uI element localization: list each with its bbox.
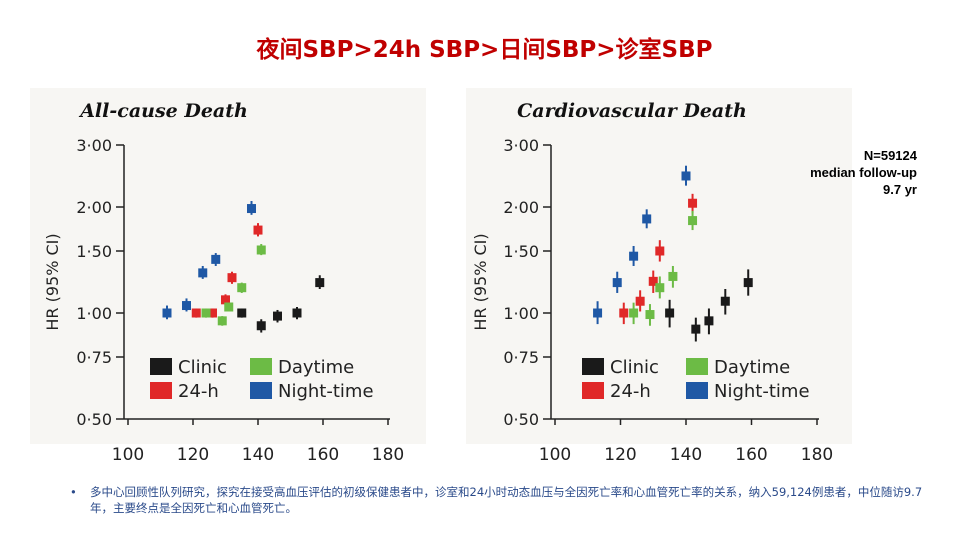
note-line-followup: median follow-up [810,165,917,180]
chart2-y-tick-label: 0·50 [503,410,539,429]
chart2-point-daytime [668,271,678,281]
chart1-point-h24 [227,273,237,283]
chart1-y-tick-label: 2·00 [76,198,112,217]
chart2-legend-label-h24: 24-h [610,381,651,402]
chart2-y-tick-label: 1·50 [503,242,539,261]
chart2-legend-label-night: Night-time [714,381,810,402]
chart2-x-tick-label: 160 [735,445,767,465]
chart2-y-tick-label: 2·00 [503,198,539,217]
chart1-legend-swatch-h24 [150,382,172,399]
chart2-point-daytime [629,308,639,318]
left-panel-background [30,88,426,444]
chart1-point-h24 [253,225,263,235]
chart2-legend-swatch-clinic [582,358,604,375]
chart2-legend-swatch-daytime [686,358,708,375]
chart2-point-h24 [635,296,645,306]
chart2-point-daytime [645,310,655,320]
chart2-point-night [681,171,691,181]
chart2-x-tick-label: 180 [801,445,833,465]
chart1-y-tick-label: 1·00 [76,304,112,323]
chart1-x-tick-label: 180 [372,445,404,465]
chart1-legend-swatch-clinic [150,358,172,375]
chart1-point-clinic [315,278,325,288]
chart1-point-daytime [224,302,234,312]
chart2-point-clinic [743,278,753,288]
chart1-point-night [211,254,221,264]
chart2-x-tick-label: 100 [539,445,571,465]
chart2-point-clinic [720,296,730,306]
chart2-point-night [642,214,652,224]
chart1-y-tick-label: 0·75 [76,348,112,367]
chart1-legend-label-daytime: Daytime [278,357,354,378]
chart1-point-night [162,308,172,318]
chart1-y-axis-label: HR (95% CI) [43,233,62,330]
chart2-y-tick-label: 1·00 [503,304,539,323]
note-line-n: N=59124 [863,148,917,163]
chart2-y-axis-label: HR (95% CI) [471,233,490,330]
chart1-x-tick-label: 140 [242,445,274,465]
chart1-point-clinic [237,308,247,318]
chart1-point-clinic [273,311,282,321]
chart2-legend-swatch-night [686,382,708,399]
chart2-point-daytime [655,283,665,293]
chart1-point-daytime [217,316,227,326]
footer-bullet: • [70,485,77,499]
chart1-point-night [182,301,191,311]
chart1-point-night [247,204,256,214]
chart1-legend-label-h24: 24-h [178,381,219,402]
chart1-point-h24 [191,308,201,318]
chart2-point-h24 [619,308,629,318]
chart2-point-night [629,251,639,261]
chart1-y-tick-label: 3·00 [76,136,112,155]
chart2-point-h24 [655,246,665,256]
chart2-point-clinic [665,308,675,318]
chart2-point-night [593,308,603,318]
chart1-y-tick-label: 0·50 [76,410,112,429]
chart2-point-h24 [648,276,658,286]
chart2-point-daytime [688,216,698,226]
chart1-legend-swatch-daytime [250,358,272,375]
footer-note: • 多中心回顾性队列研究，探究在接受高血压评估的初级保健患者中，诊室和24小时动… [70,484,930,516]
chart2-title: Cardiovascular Death [517,100,747,122]
chart2-point-clinic [691,324,701,334]
chart2-legend-label-daytime: Daytime [714,357,790,378]
chart2-x-tick-label: 120 [604,445,636,465]
footer-text: 多中心回顾性队列研究，探究在接受高血压评估的初级保健患者中，诊室和24小时动态血… [90,485,923,515]
chart2-point-clinic [704,316,714,326]
chart2-point-h24 [688,198,698,208]
chart1-point-h24 [221,295,230,305]
chart2-legend-swatch-h24 [582,382,604,399]
chart1-x-tick-label: 100 [112,445,144,465]
chart1-point-daytime [256,245,266,255]
chart2-x-tick-label: 140 [670,445,702,465]
chart1-point-night [198,268,208,278]
slide-title: 夜间SBP>24h SBP>日间SBP>诊室SBP [256,37,713,63]
chart2-point-night [612,278,622,288]
chart2-legend-label-clinic: Clinic [610,357,659,378]
note-line-years: 9.7 yr [883,182,917,197]
chart1-y-tick-label: 1·50 [76,242,112,261]
chart1-legend-label-night: Night-time [278,381,374,402]
right-panel-background [466,88,852,444]
chart1-point-daytime [237,283,247,293]
chart1-legend-label-clinic: Clinic [178,357,227,378]
chart2-y-tick-label: 3·00 [503,136,539,155]
chart1-point-clinic [256,321,266,331]
chart1-point-h24 [208,308,217,318]
study-size-note: N=59124 median follow-up 9.7 yr [810,147,917,198]
chart1-x-tick-label: 160 [307,445,339,465]
chart1-point-clinic [292,308,302,318]
chart1-x-tick-label: 120 [177,445,209,465]
chart2-y-tick-label: 0·75 [503,348,539,367]
chart1-legend-swatch-night [250,382,272,399]
chart1-point-daytime [201,308,211,318]
chart1-title: All-cause Death [78,100,248,122]
